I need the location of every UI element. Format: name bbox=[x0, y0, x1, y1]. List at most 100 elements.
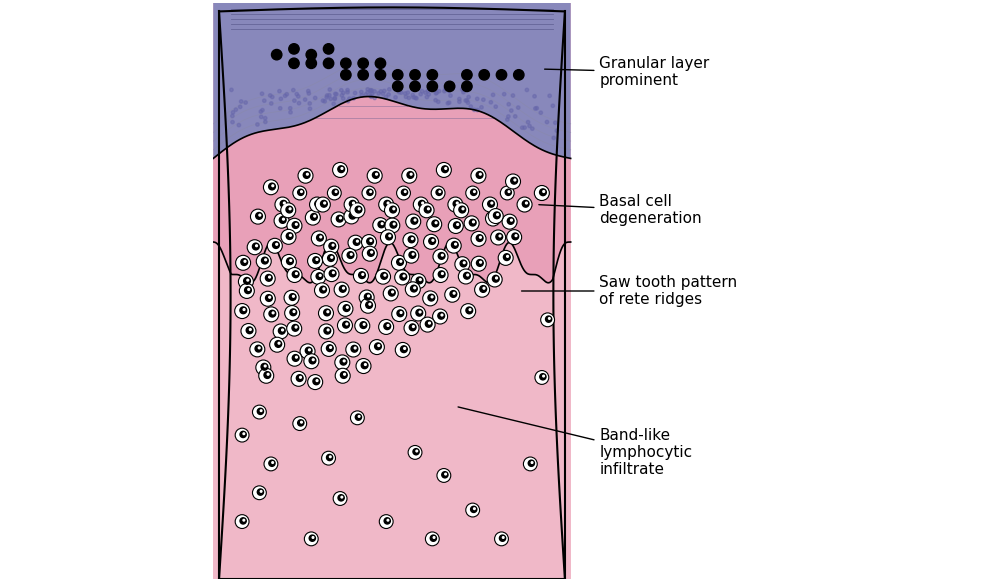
Circle shape bbox=[327, 329, 329, 331]
Circle shape bbox=[384, 274, 386, 276]
Circle shape bbox=[321, 342, 336, 356]
Circle shape bbox=[465, 186, 479, 200]
Circle shape bbox=[360, 322, 367, 328]
Circle shape bbox=[311, 214, 317, 220]
Circle shape bbox=[346, 307, 348, 308]
Circle shape bbox=[244, 287, 252, 293]
Circle shape bbox=[375, 269, 390, 284]
Circle shape bbox=[392, 70, 403, 80]
Circle shape bbox=[356, 359, 371, 374]
Circle shape bbox=[414, 97, 418, 100]
Circle shape bbox=[459, 206, 465, 213]
Circle shape bbox=[436, 100, 440, 104]
Circle shape bbox=[472, 108, 476, 112]
Circle shape bbox=[526, 120, 529, 124]
Circle shape bbox=[479, 105, 483, 109]
Circle shape bbox=[296, 356, 297, 358]
Circle shape bbox=[532, 94, 536, 98]
Circle shape bbox=[290, 260, 292, 261]
Circle shape bbox=[292, 271, 299, 278]
Circle shape bbox=[528, 460, 534, 466]
Circle shape bbox=[332, 102, 335, 105]
Circle shape bbox=[387, 202, 389, 204]
Circle shape bbox=[274, 213, 289, 228]
Circle shape bbox=[249, 342, 265, 357]
Circle shape bbox=[391, 255, 406, 270]
Circle shape bbox=[335, 191, 337, 193]
Circle shape bbox=[434, 98, 437, 102]
Circle shape bbox=[405, 282, 420, 297]
Circle shape bbox=[404, 321, 419, 336]
Circle shape bbox=[471, 168, 485, 183]
Circle shape bbox=[240, 324, 256, 339]
Circle shape bbox=[479, 173, 481, 175]
Circle shape bbox=[465, 503, 479, 517]
Circle shape bbox=[427, 208, 429, 210]
Circle shape bbox=[293, 311, 295, 313]
Circle shape bbox=[322, 451, 335, 465]
Circle shape bbox=[362, 186, 376, 200]
Circle shape bbox=[533, 107, 536, 110]
Circle shape bbox=[313, 378, 320, 385]
Text: Saw tooth pattern
of rete ridges: Saw tooth pattern of rete ridges bbox=[521, 275, 736, 307]
Circle shape bbox=[298, 420, 304, 426]
Circle shape bbox=[361, 235, 376, 250]
Circle shape bbox=[447, 101, 451, 104]
Circle shape bbox=[441, 254, 443, 256]
Circle shape bbox=[292, 222, 299, 228]
Circle shape bbox=[261, 108, 264, 112]
Circle shape bbox=[323, 44, 334, 54]
Circle shape bbox=[443, 87, 447, 91]
Circle shape bbox=[270, 102, 273, 105]
Circle shape bbox=[358, 70, 368, 80]
Circle shape bbox=[525, 88, 528, 91]
Circle shape bbox=[352, 214, 354, 216]
Circle shape bbox=[494, 532, 508, 546]
Circle shape bbox=[325, 94, 329, 97]
Circle shape bbox=[492, 275, 499, 282]
Circle shape bbox=[260, 271, 275, 286]
Circle shape bbox=[340, 372, 347, 378]
Circle shape bbox=[506, 255, 508, 257]
Circle shape bbox=[425, 95, 428, 99]
Circle shape bbox=[493, 212, 500, 219]
Circle shape bbox=[359, 272, 365, 279]
Circle shape bbox=[264, 180, 279, 195]
Circle shape bbox=[403, 233, 418, 247]
Circle shape bbox=[264, 116, 267, 120]
Circle shape bbox=[316, 379, 318, 381]
Circle shape bbox=[397, 258, 403, 265]
Circle shape bbox=[419, 203, 434, 218]
Circle shape bbox=[471, 231, 486, 246]
Circle shape bbox=[422, 202, 423, 204]
Circle shape bbox=[428, 294, 434, 301]
Circle shape bbox=[511, 233, 518, 240]
Circle shape bbox=[436, 162, 451, 178]
Circle shape bbox=[264, 372, 271, 378]
Circle shape bbox=[517, 197, 531, 212]
Circle shape bbox=[309, 535, 315, 541]
Circle shape bbox=[264, 307, 279, 322]
Circle shape bbox=[275, 197, 290, 212]
Circle shape bbox=[386, 233, 392, 240]
Circle shape bbox=[258, 408, 264, 414]
Circle shape bbox=[491, 93, 494, 97]
Circle shape bbox=[229, 88, 232, 91]
Circle shape bbox=[243, 278, 250, 284]
Circle shape bbox=[539, 189, 545, 196]
Circle shape bbox=[360, 94, 363, 97]
Circle shape bbox=[247, 289, 249, 290]
Circle shape bbox=[312, 359, 314, 361]
Circle shape bbox=[506, 230, 521, 244]
Circle shape bbox=[328, 88, 332, 91]
Circle shape bbox=[239, 283, 255, 299]
Circle shape bbox=[308, 102, 312, 105]
Circle shape bbox=[367, 250, 374, 256]
Circle shape bbox=[425, 321, 432, 327]
Circle shape bbox=[347, 251, 354, 258]
Circle shape bbox=[371, 251, 372, 253]
Circle shape bbox=[349, 200, 356, 207]
Circle shape bbox=[499, 535, 505, 541]
Text: Granular layer
prominent: Granular layer prominent bbox=[544, 56, 709, 88]
Circle shape bbox=[410, 70, 420, 80]
